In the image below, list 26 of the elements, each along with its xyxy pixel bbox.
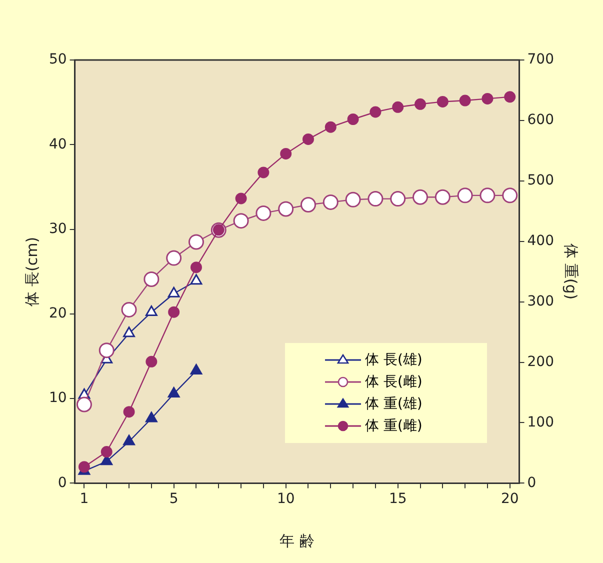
y2-tick-label: 100: [527, 414, 554, 430]
y-tick-label: 20: [48, 306, 67, 322]
x-tick-label: 5: [169, 491, 178, 508]
y-tick-label: 50: [48, 52, 67, 68]
x-tick-label: 20: [500, 491, 519, 508]
y-tick-label: 0: [58, 474, 67, 491]
legend-label: 体 長(雄): [365, 351, 422, 369]
x-tick-label: 10: [276, 491, 295, 508]
x-tick-label: 1: [80, 491, 89, 508]
x-tick-label: 15: [388, 491, 407, 508]
legend-label: 体 長(雌): [365, 373, 422, 391]
y2-tick-label: 700: [527, 52, 554, 68]
y2-tick-label: 400: [527, 233, 554, 250]
y-tick-label: 10: [48, 390, 67, 406]
y-tick-label: 40: [48, 136, 67, 152]
y2-tick-label: 0: [527, 474, 536, 491]
y2-tick-label: 500: [527, 172, 554, 189]
y-tick-label: 30: [48, 220, 67, 237]
legend-label: 体 重(雌): [365, 417, 422, 435]
y2-tick-label: 200: [527, 354, 554, 370]
legend-label: 体 重(雄): [365, 395, 422, 413]
y2-axis-title: 体 重(g): [562, 244, 580, 300]
x-axis-title: 年 齢: [280, 532, 314, 550]
y-axis-title: 体 長(cm): [22, 236, 41, 306]
y2-tick-label: 300: [527, 293, 554, 310]
y2-tick-label: 600: [527, 112, 554, 128]
